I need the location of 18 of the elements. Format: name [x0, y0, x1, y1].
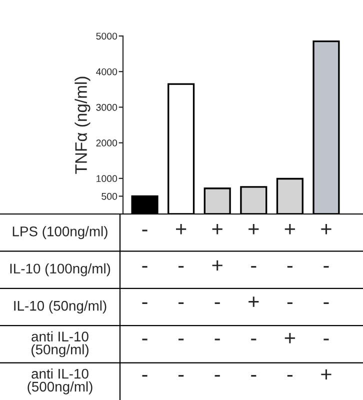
y-tick-label: 1000: [96, 175, 118, 182]
category-label: + - + - -: [248, 224, 259, 377]
category-label: - - - - -: [142, 230, 148, 377]
y-tick-label: 2000: [96, 140, 118, 146]
text: anti IL-10 (500ng/ml): [28, 368, 92, 394]
category-label: + - - - +: [321, 224, 332, 380]
category-label: + - - + -: [284, 224, 295, 377]
category-label: + + - - -: [212, 224, 222, 377]
y-tick-label: 4000: [96, 68, 118, 76]
category-label: + - - - -: [176, 224, 186, 377]
text: IL-10 (100ng/ml): [10, 263, 110, 276]
y-tick-label: 5000: [96, 32, 118, 40]
y-tick-label: 500: [102, 192, 118, 200]
text: IL-10 (50ng/ml): [14, 300, 106, 314]
text: LPS (100ng/ml): [12, 226, 108, 240]
y-axis-title: TNFα (ng/ml): [74, 76, 90, 174]
text: anti IL-10 (50ng/ml): [32, 331, 88, 358]
y-tick-label: 3000: [96, 104, 118, 111]
